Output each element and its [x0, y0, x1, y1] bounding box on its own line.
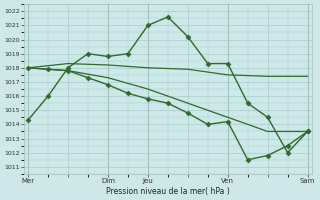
X-axis label: Pression niveau de la mer( hPa ): Pression niveau de la mer( hPa ): [106, 187, 230, 196]
